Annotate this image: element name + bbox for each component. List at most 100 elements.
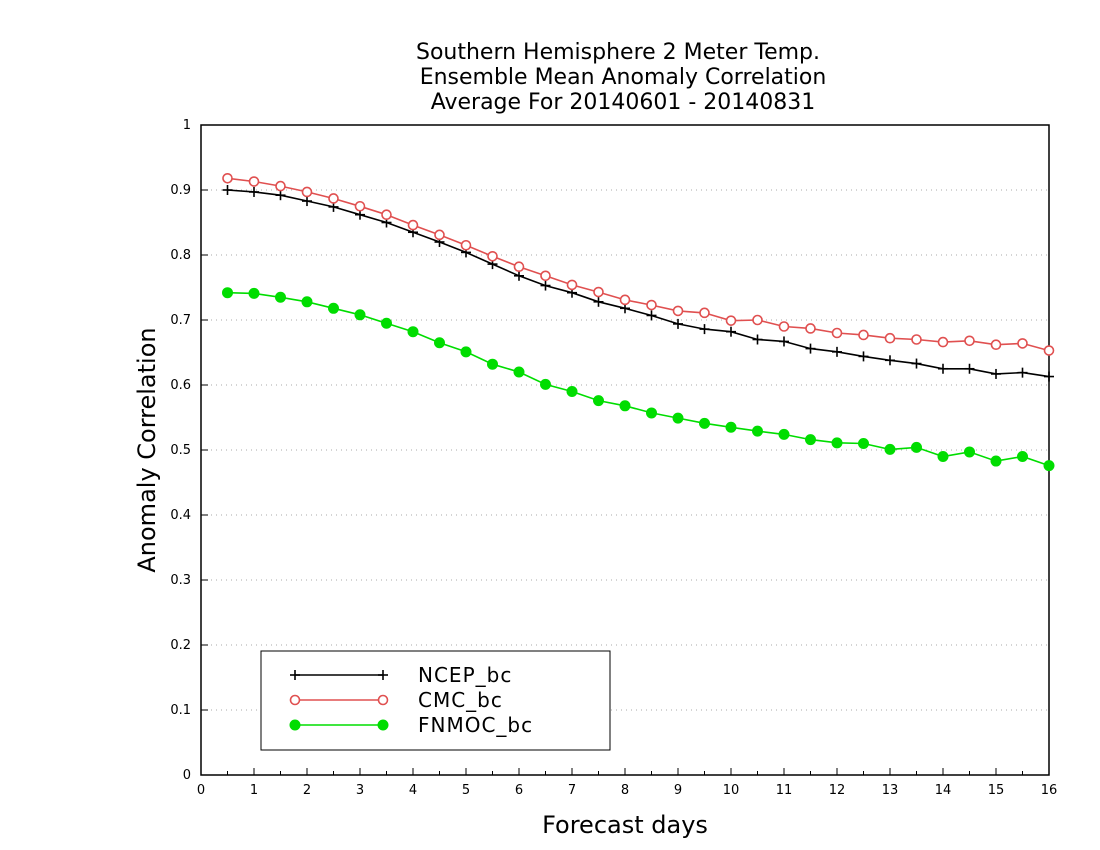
data-point-cmc-bc <box>752 314 763 326</box>
data-point-fnmoc-bc <box>487 358 498 370</box>
data-point-fnmoc-bc <box>990 455 1002 467</box>
data-point-ncep-bc <box>593 296 604 307</box>
data-point-cmc-bc <box>487 250 498 262</box>
x-tick-label: 16 <box>1041 783 1058 798</box>
data-point-ncep-bc <box>540 280 551 291</box>
data-point-fnmoc-bc <box>566 386 578 397</box>
x-tick-label: 1 <box>250 783 258 798</box>
x-tick-label: 11 <box>776 783 793 798</box>
data-point-cmc-bc <box>699 307 710 319</box>
y-tick-label: 0.6 <box>170 378 191 393</box>
legend-item-cmc-bc: CMC_bc <box>289 688 503 712</box>
data-point-cmc-bc <box>911 334 922 345</box>
data-point-ncep-bc <box>779 336 789 347</box>
x-tick-label: 5 <box>462 783 470 798</box>
data-point-fnmoc-bc <box>884 443 896 455</box>
data-point-cmc-bc <box>434 229 445 241</box>
y-tick-label: 0.5 <box>170 443 191 458</box>
data-point-fnmoc-bc <box>805 434 816 446</box>
y-tick-label: 0.8 <box>170 248 191 263</box>
legend-item-ncep-bc: NCEP_bc <box>290 663 512 687</box>
legend-marker-ncep-bc <box>290 670 300 680</box>
data-point-ncep-bc <box>673 318 683 329</box>
data-point-cmc-bc <box>805 323 816 334</box>
x-tick-label: 3 <box>356 783 364 798</box>
y-tick-label: 0.9 <box>170 183 191 198</box>
data-point-fnmoc-bc <box>619 400 631 412</box>
x-tick-label: 12 <box>829 783 846 798</box>
data-point-cmc-bc <box>407 219 419 231</box>
data-point-fnmoc-bc <box>275 291 286 303</box>
data-point-cmc-bc <box>937 336 949 348</box>
data-point-cmc-bc <box>328 193 339 204</box>
data-point-fnmoc-bc <box>831 437 843 449</box>
data-point-ncep-bc <box>302 196 312 207</box>
data-point-fnmoc-bc <box>407 326 419 338</box>
data-point-fnmoc-bc <box>937 451 949 462</box>
data-point-cmc-bc <box>619 294 631 306</box>
data-point-cmc-bc <box>858 329 869 341</box>
series-line-fnmoc-bc <box>227 291 1050 467</box>
x-axis-title: Forecast days <box>542 811 708 839</box>
data-point-ncep-bc <box>646 310 657 321</box>
data-point-cmc-bc <box>1017 338 1028 349</box>
data-point-fnmoc-bc <box>858 438 869 449</box>
series-line-cmc-bc <box>227 177 1050 352</box>
legend-label: NCEP_bc <box>418 663 512 687</box>
data-point-cmc-bc <box>460 239 472 251</box>
y-tick-label: 0.2 <box>170 638 191 653</box>
data-point-cmc-bc <box>646 299 657 311</box>
data-point-ncep-bc <box>964 363 975 374</box>
y-tick-label: 1 <box>183 118 191 133</box>
data-point-fnmoc-bc <box>513 366 525 378</box>
legend-marker-ncep-bc <box>378 670 388 680</box>
data-point-fnmoc-bc <box>328 302 339 314</box>
data-point-ncep-bc <box>222 185 233 195</box>
data-point-fnmoc-bc <box>1043 460 1055 472</box>
y-tick-label: 0 <box>183 768 191 783</box>
data-point-fnmoc-bc <box>354 309 366 321</box>
data-point-cmc-bc <box>964 335 975 347</box>
legend-label: FNMOC_bc <box>418 713 533 737</box>
data-point-fnmoc-bc <box>778 428 790 440</box>
data-point-ncep-bc <box>1017 367 1028 378</box>
y-tick-label: 0.7 <box>170 313 191 328</box>
data-point-fnmoc-bc <box>911 441 922 453</box>
legend-marker-fnmoc-bc <box>377 719 389 731</box>
data-point-ncep-bc <box>885 355 895 366</box>
data-point-cmc-bc <box>513 261 525 273</box>
data-point-ncep-bc <box>752 334 763 345</box>
data-point-ncep-bc <box>911 358 922 369</box>
data-point-fnmoc-bc <box>672 412 684 424</box>
x-tick-label: 8 <box>621 783 629 798</box>
x-tick-label: 6 <box>515 783 523 798</box>
y-tick-label: 0.4 <box>170 508 191 523</box>
chart-title-line-2: Ensemble Mean Anomaly Correlation <box>420 65 827 90</box>
data-point-fnmoc-bc <box>752 425 763 437</box>
x-tick-label: 0 <box>197 783 205 798</box>
x-tick-label: 9 <box>674 783 682 798</box>
series-line-ncep-bc <box>227 189 1050 378</box>
legend-item-fnmoc-bc: FNMOC_bc <box>289 713 533 737</box>
data-point-cmc-bc <box>1043 345 1055 356</box>
data-point-ncep-bc <box>991 368 1001 379</box>
data-point-ncep-bc <box>938 363 948 374</box>
data-point-ncep-bc <box>726 326 736 337</box>
chart-title-line-3: Average For 20140601 - 20140831 <box>431 90 816 115</box>
data-point-cmc-bc <box>831 327 843 339</box>
data-point-ncep-bc <box>858 351 869 362</box>
x-tick-label: 15 <box>988 783 1005 798</box>
data-point-cmc-bc <box>884 332 896 344</box>
data-point-cmc-bc <box>381 209 392 220</box>
data-point-fnmoc-bc <box>593 395 604 407</box>
data-point-fnmoc-bc <box>725 421 737 433</box>
x-tick-label: 14 <box>935 783 952 798</box>
data-point-cmc-bc <box>301 186 313 198</box>
x-tick-label: 13 <box>882 783 899 798</box>
legend-label: CMC_bc <box>418 688 503 712</box>
legend-marker-cmc-bc <box>377 694 389 706</box>
y-tick-label: 0.3 <box>170 573 191 588</box>
data-point-cmc-bc <box>540 270 551 282</box>
